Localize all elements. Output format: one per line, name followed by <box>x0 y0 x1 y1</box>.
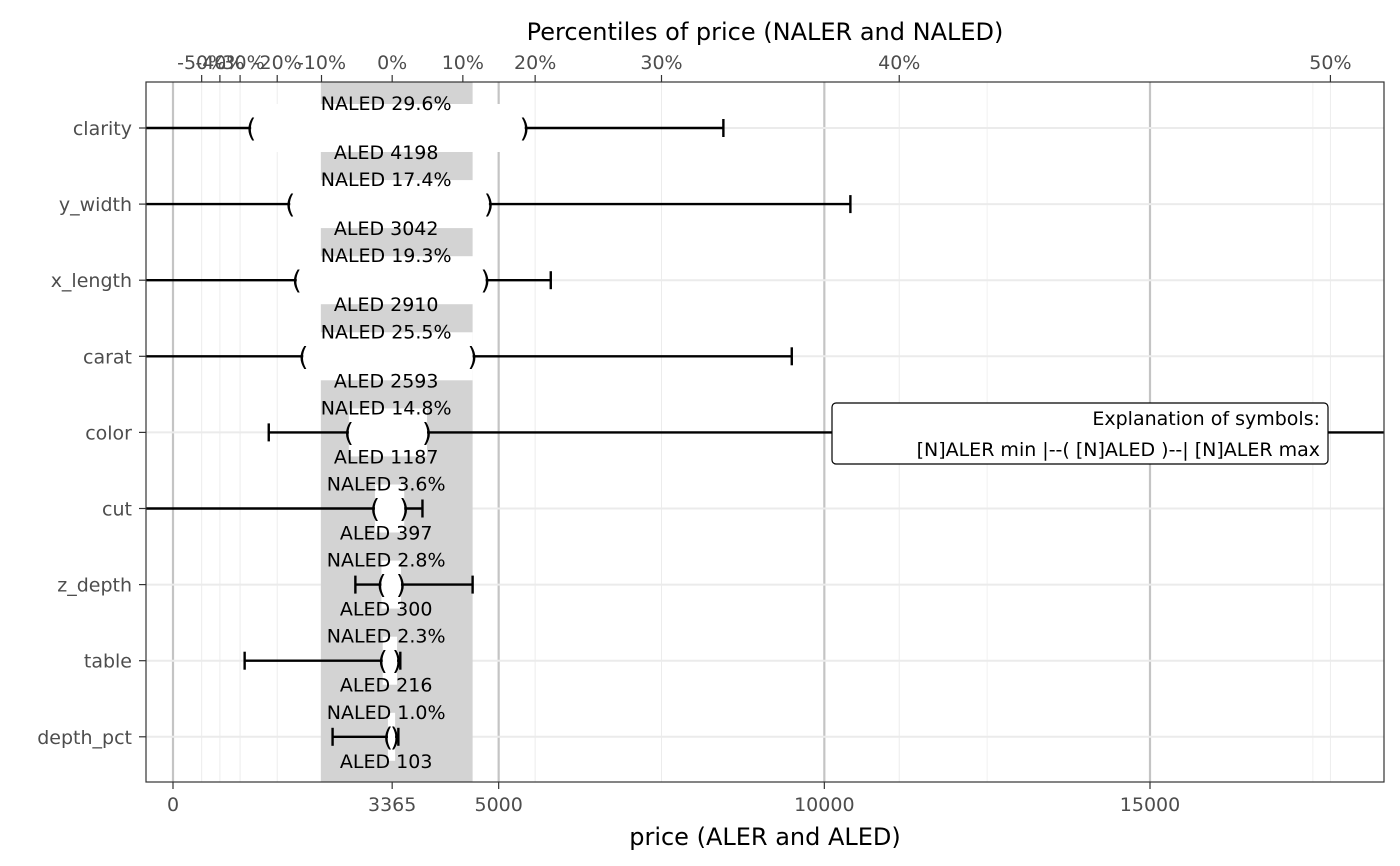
x-axis-tick-label: 15000 <box>1120 794 1180 816</box>
aled-open-paren: ( <box>378 647 388 677</box>
aled-open-paren: ( <box>383 723 393 753</box>
aled-label: ALED 3042 <box>334 218 439 240</box>
naled-label: NALED 14.8% <box>321 397 452 419</box>
y-axis-label-color: color <box>85 422 132 444</box>
row-cut: ()NALED 3.6% ALED 397 <box>146 474 446 545</box>
aled-close-paren: ) <box>399 495 409 525</box>
y-axis-label-clarity: clarity <box>73 118 132 140</box>
aled-open-paren: ( <box>246 114 256 144</box>
y-axis-label-cut: cut <box>102 499 132 521</box>
aled-label: ALED 397 <box>340 523 433 545</box>
aled-close-paren: ) <box>422 418 432 448</box>
top-axis-tick-label: 30% <box>640 52 682 74</box>
aled-close-paren: ) <box>390 723 400 753</box>
top-axis-tick-label: 10% <box>442 52 484 74</box>
aled-close-paren: ) <box>481 266 491 296</box>
row-y_width: () NALED 17.4% ALED 3042 <box>146 169 852 240</box>
naled-label: NALED 19.3% <box>321 245 452 267</box>
y-axis-label-x_length: x_length <box>51 270 132 292</box>
top-axis-tick-label: 50% <box>1309 52 1351 74</box>
aled-box <box>387 712 396 761</box>
aled-open-paren: ( <box>344 418 354 448</box>
naled-label: NALED 25.5% <box>321 321 452 343</box>
aled-box <box>290 180 489 229</box>
top-axis-tick-label: -40% <box>195 52 244 74</box>
aled-box <box>296 256 486 305</box>
aled-box <box>374 484 405 533</box>
aled-open-paren: ( <box>292 266 302 296</box>
aled-close-paren: ) <box>392 647 402 677</box>
aled-close-paren: ) <box>396 571 406 601</box>
aled-label: ALED 103 <box>340 751 433 773</box>
aled-close-paren: ) <box>484 190 494 220</box>
aled-box <box>348 408 428 457</box>
aled-box <box>303 332 473 381</box>
naled-label: NALED 2.8% <box>327 550 446 572</box>
y-axis-label-y_width: y_width <box>59 194 132 216</box>
top-axis-tick-label: 40% <box>878 52 920 74</box>
y-axis-label-carat: carat <box>83 346 132 368</box>
aled-label: ALED 2910 <box>334 294 439 316</box>
aled-label: ALED 2593 <box>334 370 439 392</box>
row-carat: () NALED 25.5% ALED 2593 <box>146 321 793 392</box>
aled-open-paren: ( <box>370 495 380 525</box>
aled-box <box>251 104 525 152</box>
aled-open-paren: ( <box>285 190 295 220</box>
aled-label: ALED 216 <box>340 675 433 697</box>
x-axis-tick-label: 5000 <box>474 794 522 816</box>
row-depth_pct: ()NALED 1.0% ALED 103 <box>327 702 446 773</box>
aled-label: ALED 300 <box>340 599 433 621</box>
top-axis-tick-label: -50% <box>177 52 226 74</box>
y-axis-label-table: table <box>84 651 132 673</box>
x-axis-tick-label: 10000 <box>794 794 854 816</box>
aled-open-paren: ( <box>298 342 308 372</box>
naled-label: NALED 17.4% <box>321 169 452 191</box>
x-axis-tick-label: 0 <box>167 794 179 816</box>
rows-layer: () NALED 29.6% ALED 4198 () NALED 17.4% ALED … <box>146 93 1384 773</box>
naled-label: NALED 1.0% <box>327 702 446 724</box>
legend-line-2: [N]ALER min |--( [N]ALED )--| [N]ALER ma… <box>917 439 1320 461</box>
row-z_depth: ()NALED 2.8% ALED 300 <box>327 550 474 621</box>
top-axis-tick-label: 20% <box>514 52 556 74</box>
naled-label: NALED 29.6% <box>321 93 452 115</box>
row-x_length: () NALED 19.3% ALED 2910 <box>146 245 552 316</box>
aled-close-paren: ) <box>468 342 478 372</box>
naled-label: NALED 3.6% <box>327 474 446 496</box>
aled-box <box>381 560 401 609</box>
aled-open-paren: ( <box>376 571 386 601</box>
row-table: ()NALED 2.3% ALED 216 <box>243 626 446 697</box>
bottom-axis-title: price (ALER and ALED) <box>629 823 901 851</box>
naled-label: NALED 2.3% <box>327 626 446 648</box>
top-axis-tick-label: -10% <box>297 52 346 74</box>
top-axis-tick-label: -30% <box>216 52 265 74</box>
x-axis-tick-label: 3365 <box>368 794 416 816</box>
row-clarity: () NALED 29.6% ALED 4198 <box>146 93 725 164</box>
legend-frame <box>831 402 1329 465</box>
legend-line-1: Explanation of symbols: <box>1092 408 1320 430</box>
top-axis-tick-label: -20% <box>253 52 302 74</box>
aled-label: ALED 1187 <box>334 446 439 468</box>
y-axis-label-depth_pct: depth_pct <box>37 727 132 749</box>
top-axis-tick-label: 0% <box>377 52 407 74</box>
aled-label: ALED 4198 <box>334 142 439 164</box>
y-axis-label-z_depth: z_depth <box>57 575 132 597</box>
row-color: ()NALED 14.8% ALED 1187 <box>267 397 1384 468</box>
top-axis-title: Percentiles of price (NALER and NALED) <box>527 18 1004 46</box>
aled-box <box>382 636 398 685</box>
legend-box: Explanation of symbols: [N]ALER min |--(… <box>831 402 1329 465</box>
aled-close-paren: ) <box>520 114 530 144</box>
